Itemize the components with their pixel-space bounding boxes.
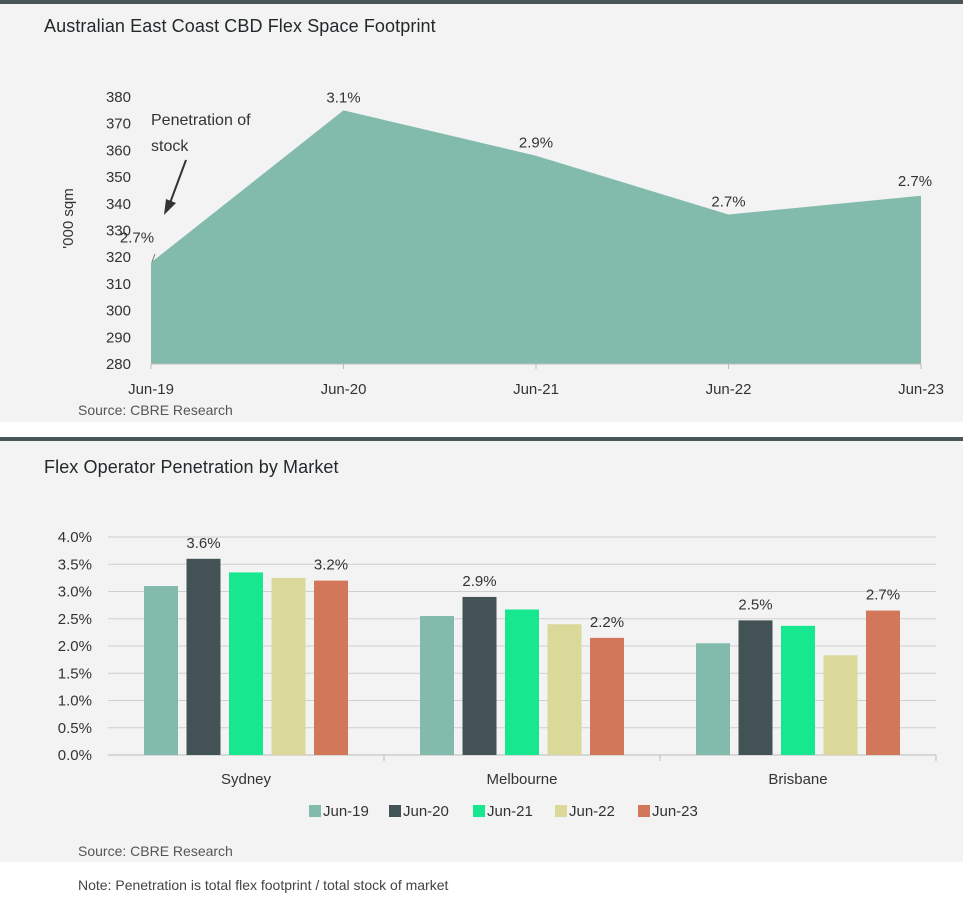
bar-sydney-jun-22 <box>271 577 306 755</box>
y-tick-label: 1.0% <box>58 693 92 710</box>
x-tick-label: Brisbane <box>768 771 827 788</box>
bar-brisbane-jun-23 <box>866 610 900 755</box>
area-chart: Penetration of stock 280 290 300 310 320 330 3… <box>60 89 944 398</box>
bar-sydney-jun-23 <box>314 580 348 755</box>
y-tick-label: 4.0% <box>58 529 92 546</box>
data-label: 2.7% <box>898 173 932 190</box>
y-tick-label: 1.5% <box>58 665 92 682</box>
legend-swatch <box>473 805 485 817</box>
legend-swatch <box>555 805 567 817</box>
footnote: Note: Penetration is total flex footprin… <box>78 877 449 893</box>
x-tick-label: Jun-19 <box>128 381 174 398</box>
y-tick-label: 280 <box>106 356 131 373</box>
y-tick-label: 2.5% <box>58 611 92 628</box>
y-tick-label: 360 <box>106 142 131 159</box>
y-tick-label: 300 <box>106 303 131 320</box>
x-tick-label: Jun-22 <box>706 381 752 398</box>
bar-melbourne-jun-22 <box>547 624 582 755</box>
y-tick-label: 3.5% <box>58 556 92 573</box>
data-label: 2.2% <box>590 614 624 631</box>
bar-sydney-jun-20 <box>186 558 221 755</box>
x-tick-label: Jun-21 <box>513 381 559 398</box>
data-label: 2.7% <box>120 230 154 247</box>
legend-label: Jun-23 <box>652 803 698 820</box>
area-series <box>151 110 921 364</box>
data-label: 2.9% <box>519 135 553 152</box>
legend-swatch <box>389 805 401 817</box>
x-tick-label: Jun-20 <box>321 381 367 398</box>
area-chart-source: Source: CBRE Research <box>78 402 233 418</box>
legend-swatch <box>309 805 321 817</box>
data-label-leader <box>151 253 156 263</box>
y-tick-label: 370 <box>106 116 131 133</box>
legend-label: Jun-21 <box>487 803 533 820</box>
bar-melbourne-jun-21 <box>505 609 539 755</box>
bar-melbourne-jun-23 <box>590 637 624 755</box>
data-label: 2.5% <box>738 596 772 613</box>
y-tick-label: 320 <box>106 249 131 266</box>
area-chart-title: Australian East Coast CBD Flex Space Foo… <box>44 16 436 36</box>
annotation-text-line1: Penetration of <box>151 112 251 129</box>
bar-brisbane-jun-21 <box>781 625 815 755</box>
annotation-arrow-icon <box>164 199 176 215</box>
y-tick-label: 310 <box>106 276 131 293</box>
data-label: 3.1% <box>326 89 360 106</box>
y-tick-label: 350 <box>106 169 131 186</box>
data-label: 3.2% <box>314 557 348 574</box>
bar-melbourne-jun-20 <box>462 596 497 755</box>
y-tick-label: 3.0% <box>58 584 92 601</box>
data-label: 3.6% <box>186 535 220 552</box>
y-tick-label: 380 <box>106 89 131 106</box>
bar-brisbane-jun-20 <box>738 620 773 755</box>
data-label: 2.9% <box>462 573 496 590</box>
data-label: 2.7% <box>866 587 900 604</box>
y-tick-label: 0.0% <box>58 747 92 764</box>
bar-melbourne-jun-19 <box>420 616 454 755</box>
y-axis-label: '000 sqm <box>60 188 77 248</box>
bar-chart-title: Flex Operator Penetration by Market <box>44 457 339 477</box>
x-tick-label: Jun-23 <box>898 381 944 398</box>
bar-sydney-jun-19 <box>144 586 178 755</box>
y-tick-label: 0.5% <box>58 720 92 737</box>
data-label: 2.7% <box>711 193 745 210</box>
y-tick-label: 2.0% <box>58 638 92 655</box>
annotation-text-line2: stock <box>151 138 189 155</box>
legend-label: Jun-19 <box>323 803 369 820</box>
y-tick-label: 290 <box>106 329 131 346</box>
bar-brisbane-jun-19 <box>696 643 730 755</box>
y-tick-label: 330 <box>106 223 131 240</box>
bar-brisbane-jun-22 <box>823 655 858 755</box>
x-tick-label: Melbourne <box>487 771 558 788</box>
legend-label: Jun-20 <box>403 803 449 820</box>
legend-swatch <box>638 805 650 817</box>
bar-chart-source: Source: CBRE Research <box>78 843 233 859</box>
legend-label: Jun-22 <box>569 803 615 820</box>
x-tick-label: Sydney <box>221 771 272 788</box>
y-tick-label: 340 <box>106 196 131 213</box>
bar-sydney-jun-21 <box>229 572 263 755</box>
annotation-arrow-shaft <box>169 159 187 204</box>
